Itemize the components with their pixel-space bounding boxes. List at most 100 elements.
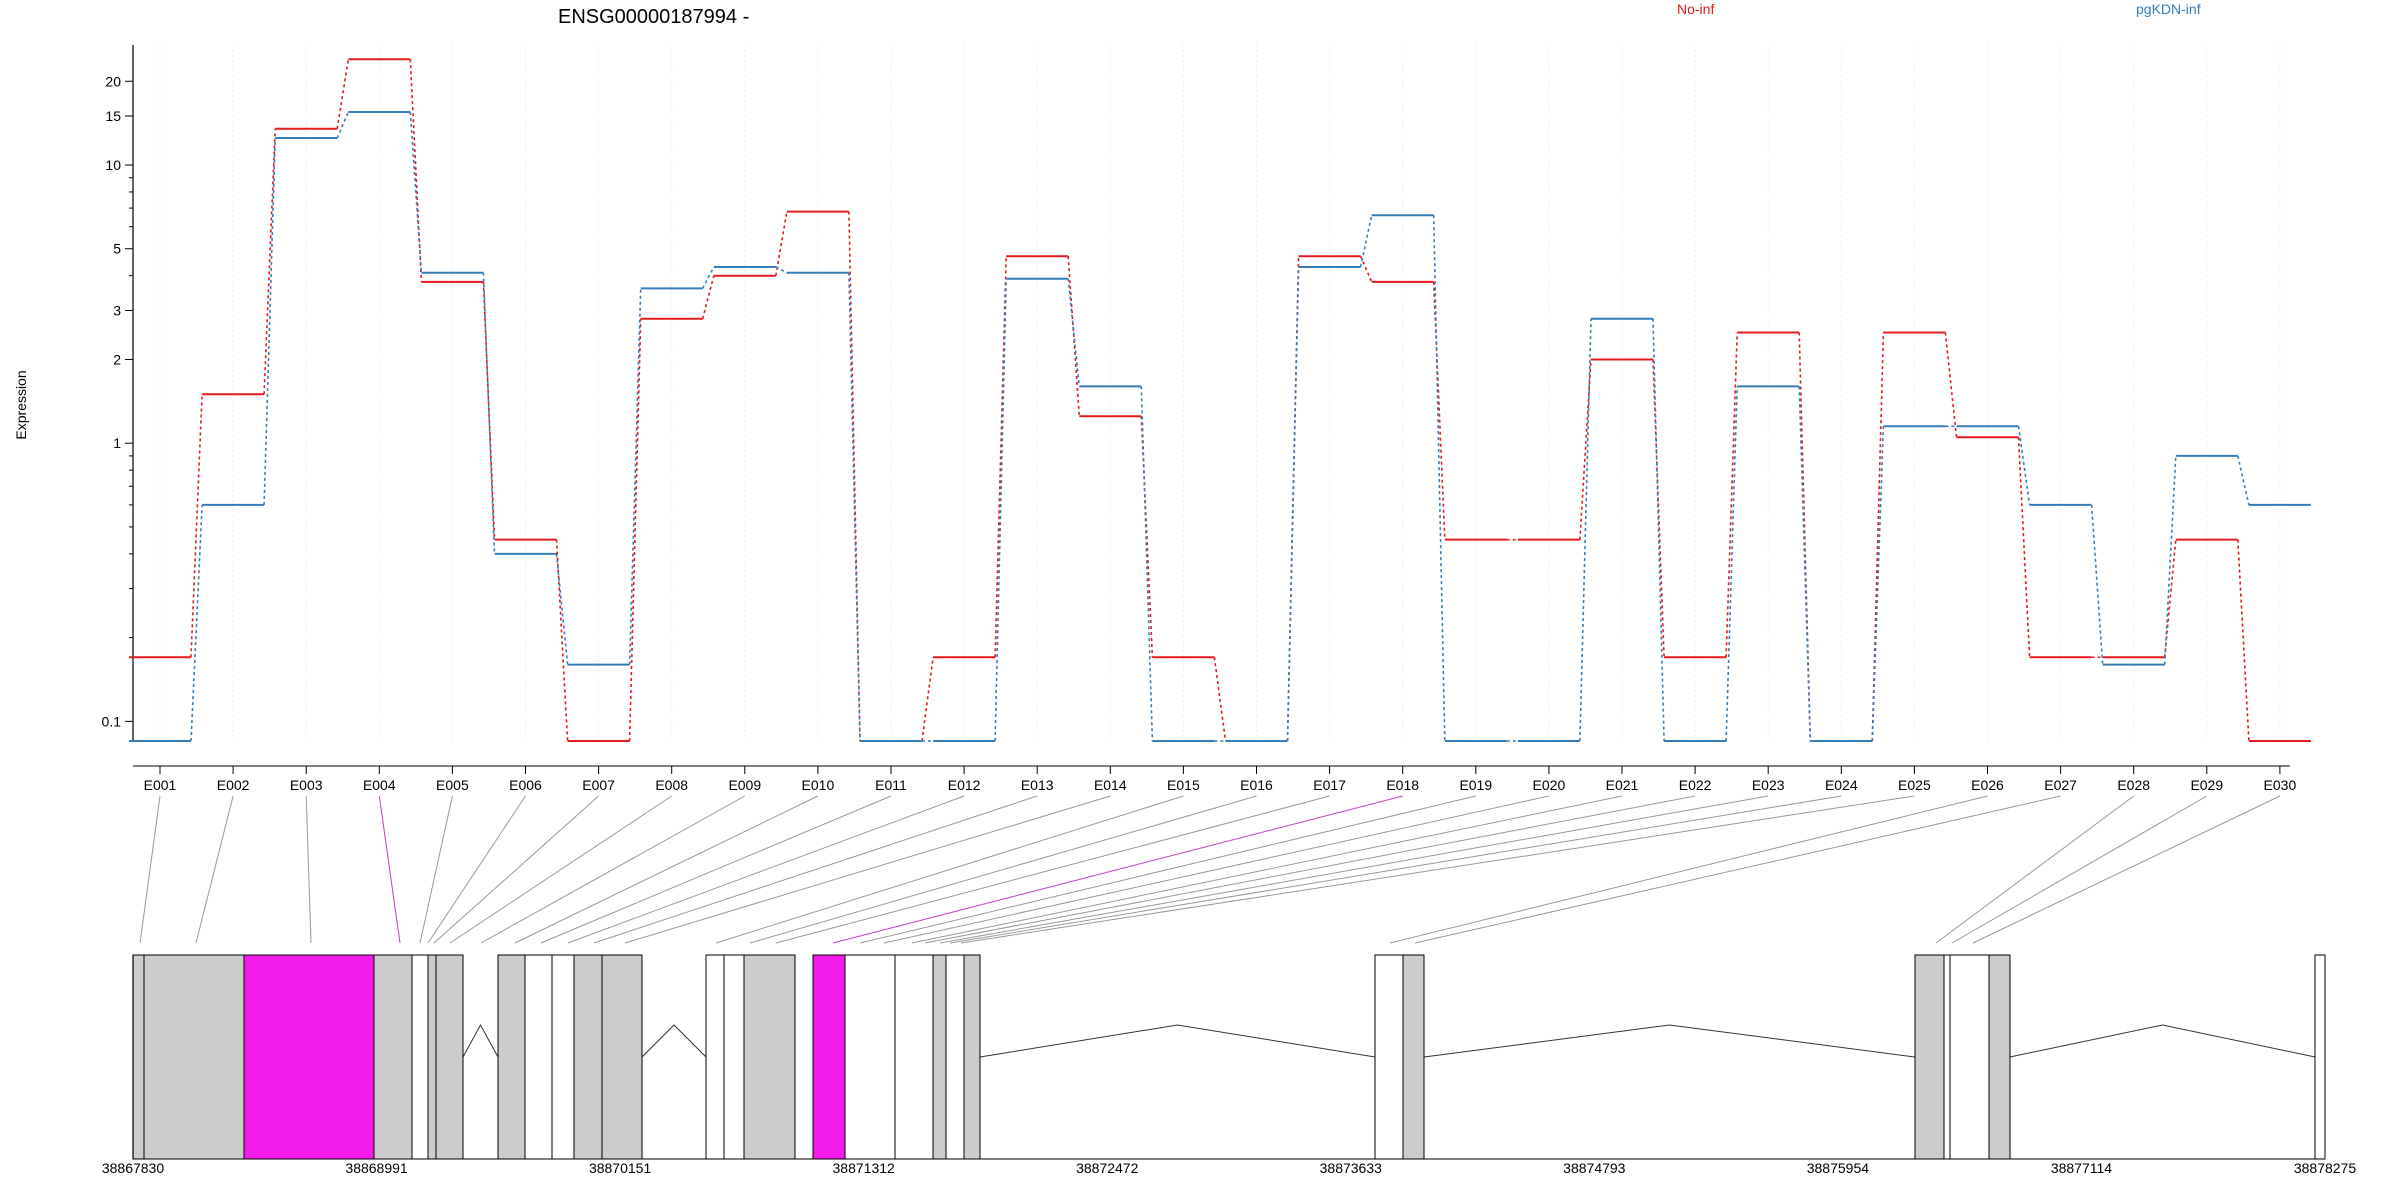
step-connector (1140, 386, 1154, 742)
x-tick-label: E010 (802, 777, 835, 793)
step-connector (1359, 255, 1373, 283)
intron-line (979, 1024, 1376, 1058)
exon-connector (1935, 795, 2134, 944)
legend-label-no-inf: No-inf (1677, 1, 1714, 17)
step-connector (1067, 256, 1081, 417)
coordinate-label: 38868991 (345, 1160, 408, 1176)
exon-block (1374, 954, 1404, 1160)
exon-connector (749, 795, 1257, 944)
exon-block (705, 954, 725, 1160)
step-connector (336, 111, 350, 139)
coordinate-label: 38877114 (2051, 1160, 2112, 1176)
x-tick-label: E027 (2044, 777, 2077, 793)
coordinate-label: 38870151 (589, 1160, 652, 1176)
exon-block (573, 954, 603, 1160)
step-connector (775, 266, 788, 274)
exon-block (143, 954, 245, 1160)
step-connector (2017, 426, 2031, 506)
exon-connector (1951, 795, 2208, 944)
exon-block (373, 954, 413, 1160)
exon-connector (427, 795, 526, 944)
coordinate-label: 38878275 (2294, 1160, 2357, 1176)
exon-connector (514, 795, 819, 944)
x-tick-label: E002 (217, 777, 250, 793)
x-tick-label: E020 (1533, 777, 1566, 793)
step-connector (1798, 332, 1812, 742)
step-connector (1944, 332, 1958, 438)
exon-connector (1972, 795, 2281, 944)
step-connector (848, 211, 861, 742)
exon-connector (624, 795, 1111, 944)
exon-block (132, 954, 145, 1160)
x-tick-label: E021 (1606, 777, 1639, 793)
y-tick-label: 20 (105, 73, 121, 89)
x-tick-label: E025 (1898, 777, 1931, 793)
x-tick-label: E024 (1825, 777, 1858, 793)
intron-line (2009, 1024, 2316, 1058)
x-tick-label: E022 (1679, 777, 1712, 793)
vertical-gridlines (159, 45, 2281, 741)
x-tick-label: E026 (1971, 777, 2004, 793)
coordinate-label: 38874793 (1563, 1160, 1626, 1176)
x-tick-label: E017 (1313, 777, 1346, 793)
step-connector (555, 539, 569, 742)
step-connector (1579, 359, 1592, 540)
x-tick-label: E016 (1240, 777, 1273, 793)
step-connector (848, 272, 861, 742)
x-tick-label: E012 (948, 777, 981, 793)
step-connector (482, 272, 496, 554)
exon-connector (960, 795, 1915, 944)
step-connector (1871, 426, 1885, 742)
step-connector (190, 504, 203, 742)
step-connector (336, 59, 350, 129)
exon-block (963, 954, 981, 1160)
exon-block (1914, 954, 1945, 1160)
x-tick-label: E011 (875, 777, 907, 793)
step-connector (2237, 455, 2250, 506)
x-tick-label: E018 (1386, 777, 1419, 793)
exon-connector (949, 795, 1842, 944)
exon-block (435, 954, 464, 1160)
step-connector (701, 266, 715, 289)
exon-block (812, 954, 846, 1160)
exon-block (1943, 954, 1951, 1160)
exon-block (894, 954, 934, 1160)
x-tick-label: E028 (2117, 777, 2150, 793)
y-tick-label: 0.1 (102, 713, 122, 729)
exon-block (723, 954, 745, 1160)
exon-block (945, 954, 965, 1160)
step-connector (409, 59, 423, 282)
x-tick-label: E030 (2264, 777, 2297, 793)
genomic-coordinates: 38867830 38868991 38870151 38871312 38872472… (102, 1160, 2357, 1176)
series-lines (129, 58, 2311, 742)
gene-model (132, 954, 2326, 1160)
step-connector (263, 128, 276, 395)
step-connector (1286, 266, 1300, 742)
exon-block (524, 954, 553, 1160)
series-no-inf (129, 58, 2311, 742)
y-axis-label: Expression (13, 370, 29, 439)
exon-connector (911, 795, 1623, 944)
exon-block (497, 954, 526, 1160)
y-tick-label: 5 (113, 241, 121, 257)
coordinate-label: 38873633 (1320, 1160, 1383, 1176)
exon-connector (305, 795, 312, 944)
exon-block (2314, 954, 2326, 1160)
x-tick-label: E013 (1021, 777, 1054, 793)
intron-line (462, 1023, 499, 1058)
exon-connector (449, 795, 672, 944)
step-connector (263, 138, 276, 505)
exon-connector (567, 795, 965, 944)
exon-connector (139, 795, 161, 944)
x-tick-label: E009 (728, 777, 761, 793)
step-connector (1579, 318, 1592, 742)
step-connector (701, 275, 715, 319)
step-connector (1067, 278, 1081, 387)
step-connector (628, 318, 642, 742)
exon-connector (715, 795, 1184, 944)
step-connector (1652, 318, 1665, 742)
exon-connector (433, 795, 599, 944)
exon-connector (480, 795, 746, 944)
step-connector (1725, 386, 1738, 742)
